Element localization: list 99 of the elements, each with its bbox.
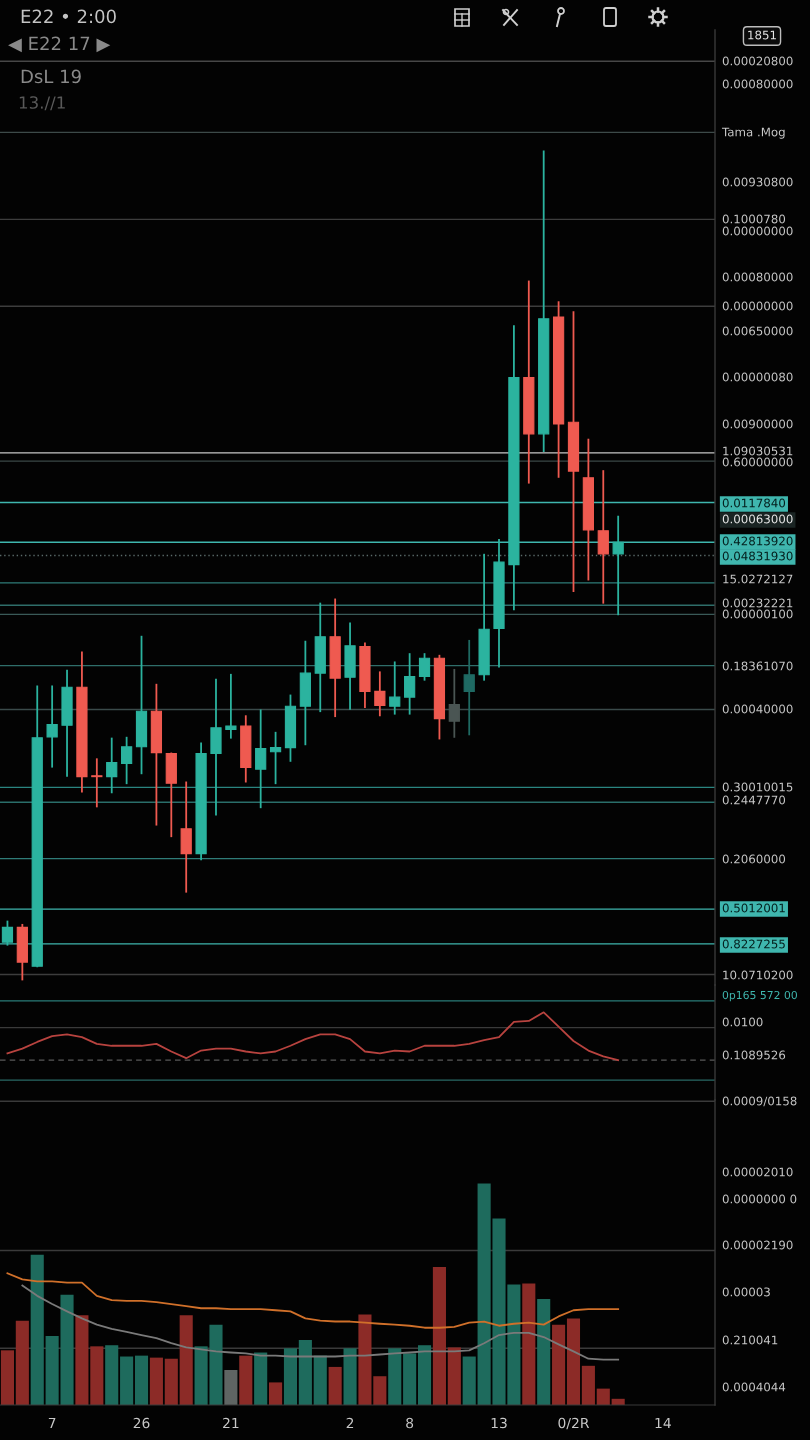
bar [388,1348,402,1405]
bar [447,1347,461,1405]
bar [343,1348,357,1405]
bar [283,1348,298,1405]
bar [522,1283,536,1405]
text: 0.2060000 [722,854,786,864]
text: 0.42813920 [722,536,793,546]
text: 0.8227255 [722,939,785,949]
text: 1.09030531 [723,446,793,456]
text: 0.00002010 [722,1167,793,1177]
x-tick-label: 13 [491,1417,507,1429]
text: 0.00080000 [722,79,793,89]
text: 0.00930800 [722,177,793,187]
candlestick [106,737,118,794]
text: 0.00900000 [722,419,793,429]
text: 13.//1 [19,96,65,111]
x-tick-label: 8 [406,1417,414,1429]
x-tick-label: 14 [655,1417,671,1429]
text: 0.1000780 [722,214,786,224]
text: 0.04831930 [722,551,793,561]
text: DsL 19 [21,69,81,84]
bar [239,1355,253,1405]
text: 0.00650000 [722,326,793,336]
candlestick [1,920,14,946]
bar [224,1370,238,1405]
bar [75,1315,89,1405]
text: 0.00063000 [722,514,793,524]
text: 0.0009/0158 [722,1096,797,1107]
candlestick [120,736,133,785]
bar [105,1345,119,1405]
bar [134,1355,149,1405]
text: 15.0272127 [723,574,793,584]
bar [120,1356,134,1405]
text: 0.18361070 [722,661,793,671]
candlestick [404,653,416,715]
text: 1851 [748,30,776,40]
bar [15,1320,29,1405]
text: 10.0710200 [723,970,793,980]
bar [462,1356,476,1405]
text: 0.210041 [722,1335,778,1345]
text: 0.5012001 [722,903,785,913]
bar [179,1315,193,1405]
candlestick [418,653,431,681]
bar [552,1324,566,1405]
bar [254,1352,268,1405]
text: Tama .Mog [721,127,785,139]
candlestick [255,709,267,809]
bar [313,1355,327,1405]
text: 0.0004044 [722,1382,786,1392]
bar [596,1388,610,1405]
text: 0.60000000 [722,457,793,467]
bar [90,1346,104,1405]
text: 0.00040000 [722,704,793,714]
candlestick [389,661,401,715]
bar [581,1365,595,1405]
candlestick [374,671,386,717]
text: 0.00000000 [722,226,793,236]
bar [417,1345,432,1405]
text: 0.00000100 [722,609,793,619]
candlestick [225,673,237,739]
text: 0.00020800 [722,56,793,66]
text: 0.00003 [722,1287,770,1297]
candlestick [597,470,609,604]
candlestick [46,685,58,768]
candlestick [612,515,624,616]
x-tick-label: 2 [346,1417,354,1429]
bar [269,1382,283,1405]
bar [328,1366,342,1405]
x-tick-label: 7 [48,1417,56,1429]
x-tick-label: 26 [133,1417,150,1429]
text: 0.00080000 [722,272,793,282]
text: 0.00000080 [722,372,793,382]
bar [432,1267,446,1405]
bar [149,1357,163,1405]
text: 0.2447770 [722,795,786,805]
text: 0.00000000 [722,301,793,311]
text: 0.0100 [722,1017,763,1027]
text: 0.00002190 [722,1240,793,1250]
candlestick [269,731,282,785]
candlestick [448,668,460,738]
bar [403,1353,417,1405]
text: 0p165 572 00 [722,990,797,1002]
candlestick [463,639,475,736]
text: 0.1089526 [722,1050,786,1060]
bar [30,1254,44,1405]
x-tick-label: 21 [223,1417,239,1429]
text: E22 • 2:00 [21,9,116,24]
bar [298,1340,312,1405]
text: 0.0000000 0 [722,1194,797,1204]
bar [0,1350,14,1405]
bar [566,1318,581,1405]
candlestick [91,758,103,808]
x-tick-label: 0/2R [558,1417,590,1430]
bar [164,1358,178,1405]
text: ◀ E22 17 ▶ [8,36,111,53]
bar [537,1298,551,1405]
text: 0.0117840 [722,498,786,508]
text: 0.30010015 [722,782,793,792]
text: 0.00232221 [722,598,793,608]
